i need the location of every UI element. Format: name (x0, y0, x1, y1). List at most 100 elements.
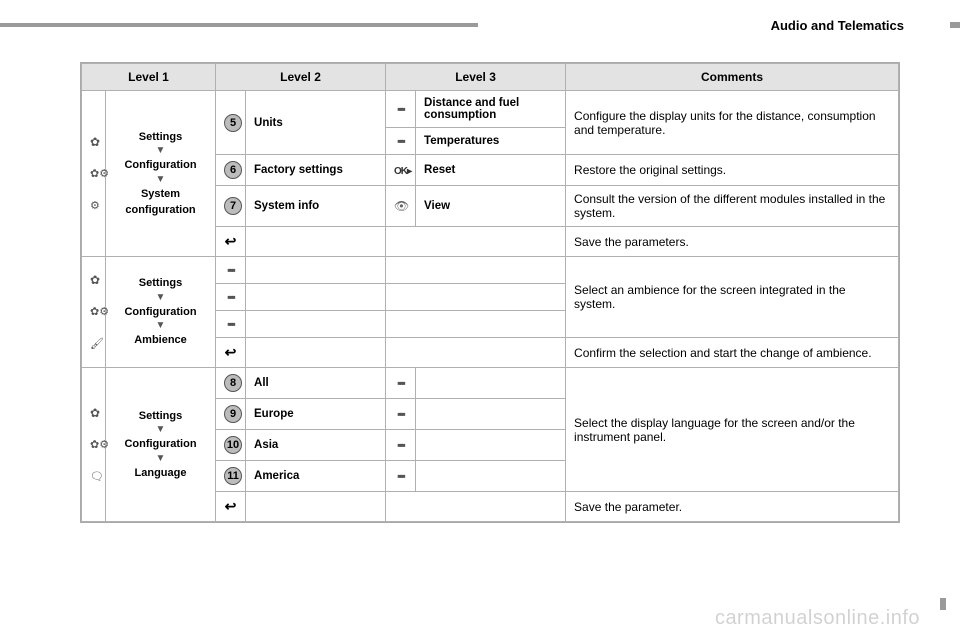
indicator-icon: ▪▪▪ (397, 134, 404, 148)
factory-reset: Reset (416, 155, 566, 186)
step-badge: 8 (216, 368, 246, 399)
step-6-badge: 6 (224, 161, 242, 179)
step-badge: 7 (216, 186, 246, 227)
back-arrow-icon: ↩ (225, 498, 237, 514)
save-comment: Save the parameters. (566, 227, 899, 257)
nav-ambience: Ambience (134, 334, 187, 346)
step-5-badge: 5 (224, 114, 242, 132)
col-level1: Level 1 (82, 64, 216, 91)
empty-cell (246, 284, 386, 311)
empty-cell (416, 461, 566, 492)
brush-icon: 🖌 (90, 336, 97, 352)
option-icon: ▪▪▪ (216, 284, 246, 311)
option-icon: ▪▪▪ (386, 128, 416, 155)
nav-path: Settings ▼ Configuration ▼ System config… (106, 91, 216, 257)
empty-cell (386, 338, 566, 368)
side-mark (940, 598, 946, 610)
arrow-down-icon: ▼ (114, 425, 207, 435)
arrow-down-icon: ▼ (114, 454, 207, 464)
watermark: carmanualsonline.info (715, 607, 920, 630)
option-icon: ▪▪▪ (216, 257, 246, 284)
indicator-icon: ▪▪▪ (397, 376, 404, 390)
eye-icon: 👁 (394, 199, 409, 213)
col-level2: Level 2 (216, 64, 386, 91)
step-10-badge: 10 (224, 436, 242, 454)
empty-cell (386, 311, 566, 338)
empty-cell (246, 227, 386, 257)
table-row: ✿ ✿⚙ 🖌 Settings ▼ Configuration ▼ Ambien… (82, 257, 899, 284)
indicator-icon: ▪▪▪ (227, 263, 234, 277)
gear-icon: ✿ (90, 272, 97, 288)
back-icon-cell: ↩ (216, 338, 246, 368)
nav-settings: Settings (139, 277, 182, 289)
empty-cell (386, 227, 566, 257)
section-header: Audio and Telematics (771, 18, 904, 33)
page: Audio and Telematics Level 1 Level 2 Lev… (0, 0, 960, 640)
option-icon: 👁 (386, 186, 416, 227)
indicator-icon: ▪▪▪ (397, 469, 404, 483)
step-badge: 6 (216, 155, 246, 186)
nav-system-config: System configuration (125, 188, 195, 217)
top-rule-right (950, 22, 960, 28)
units-label: Units (246, 91, 386, 155)
table-row: ✿ ✿⚙ 🗨 Settings ▼ Configuration ▼ Langua… (82, 368, 899, 399)
step-11-badge: 11 (224, 467, 242, 485)
ambience-comment: Select an ambience for the screen integr… (566, 257, 899, 338)
step-8-badge: 8 (224, 374, 242, 392)
lang-europe: Europe (246, 399, 386, 430)
indicator-icon: ▪▪▪ (397, 407, 404, 421)
units-temp: Temperatures (416, 128, 566, 155)
step-badge: 5 (216, 91, 246, 155)
empty-cell (246, 338, 386, 368)
system-icon: ⚙ (90, 198, 97, 214)
empty-cell (416, 430, 566, 461)
nav-path: Settings ▼ Configuration ▼ Language (106, 368, 216, 522)
nav-settings: Settings (139, 131, 182, 143)
empty-cell (416, 399, 566, 430)
nav-configuration: Configuration (124, 306, 196, 318)
lang-save-comment: Save the parameter. (566, 492, 899, 522)
back-icon-cell: ↩ (216, 227, 246, 257)
nav-path: Settings ▼ Configuration ▼ Ambience (106, 257, 216, 368)
indicator-icon: ▪▪▪ (227, 290, 234, 304)
arrow-down-icon: ▼ (114, 146, 207, 156)
option-icon: ▪▪▪ (386, 368, 416, 399)
col-level3: Level 3 (386, 64, 566, 91)
step-9-badge: 9 (224, 405, 242, 423)
gear-icon: ✿ (90, 405, 97, 421)
nav-configuration: Configuration (124, 159, 196, 171)
factory-label: Factory settings (246, 155, 386, 186)
step-badge: 9 (216, 399, 246, 430)
lang-asia: Asia (246, 430, 386, 461)
sysinfo-view: View (416, 186, 566, 227)
cogs-icon: ✿⚙ (90, 304, 97, 320)
step-badge: 10 (216, 430, 246, 461)
table-header-row: Level 1 Level 2 Level 3 Comments (82, 64, 899, 91)
empty-cell (386, 284, 566, 311)
option-icon: ▪▪▪ (386, 430, 416, 461)
units-comment: Configure the display units for the dist… (566, 91, 899, 155)
sysinfo-comment: Consult the version of the different mod… (566, 186, 899, 227)
col-comments: Comments (566, 64, 899, 91)
option-icon: ▪▪▪ (386, 461, 416, 492)
option-icon: OK▸ (386, 155, 416, 186)
factory-comment: Restore the original settings. (566, 155, 899, 186)
empty-cell (246, 257, 386, 284)
units-distance: Distance and fuel consumption (416, 91, 566, 128)
cogs-icon: ✿⚙ (90, 437, 97, 453)
lang-all: All (246, 368, 386, 399)
indicator-icon: ▪▪▪ (397, 438, 404, 452)
indicator-icon: ▪▪▪ (397, 102, 404, 116)
speech-icon: 🗨 (90, 469, 97, 485)
sysinfo-label: System info (246, 186, 386, 227)
nav-settings: Settings (139, 410, 182, 422)
ambience-confirm-comment: Confirm the selection and start the chan… (566, 338, 899, 368)
arrow-down-icon: ▼ (114, 293, 207, 303)
nav-icons: ✿ ✿⚙ 🖌 (82, 257, 106, 368)
nav-language: Language (135, 467, 187, 479)
back-icon-cell: ↩ (216, 492, 246, 522)
empty-cell (386, 257, 566, 284)
top-rule-left (0, 23, 478, 27)
arrow-down-icon: ▼ (114, 321, 207, 331)
option-icon: ▪▪▪ (216, 311, 246, 338)
